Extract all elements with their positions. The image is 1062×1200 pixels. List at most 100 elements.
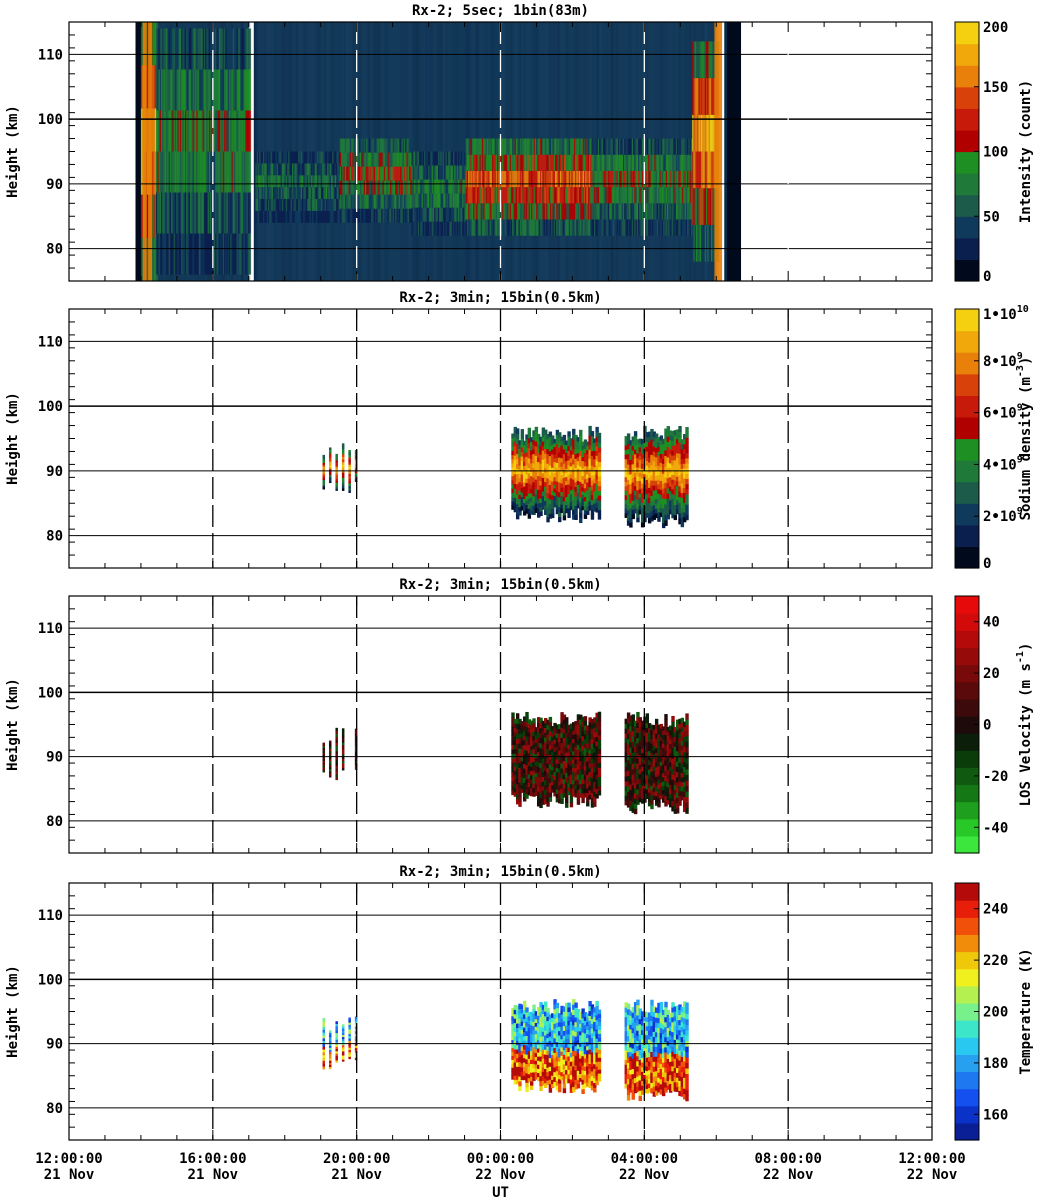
colorbar-swatch bbox=[955, 237, 979, 261]
colorbar-label: Temperature (K) bbox=[1018, 948, 1034, 1074]
colorbar-swatch bbox=[955, 43, 979, 66]
colorbar-tick-label: 0 bbox=[983, 269, 991, 285]
intensity-field bbox=[135, 22, 742, 281]
colorbar-swatch bbox=[955, 1054, 979, 1073]
y-axis-label: Height (km) bbox=[5, 105, 21, 198]
y-tick-label: 90 bbox=[46, 1037, 63, 1053]
panel-1: 80 90 100 110 Height (km) Rx-2; 5sec; 1bin(83… bbox=[5, 3, 1034, 285]
y-tick-label: 100 bbox=[38, 685, 63, 701]
colorbar-swatch bbox=[955, 630, 979, 648]
colorbar-swatch bbox=[955, 1105, 979, 1124]
colorbar-swatch bbox=[955, 767, 979, 786]
y-tick-label: 100 bbox=[38, 972, 63, 988]
measurement-columns bbox=[322, 711, 689, 815]
colorbar-tick-label: 150 bbox=[983, 80, 1008, 96]
colorbar-swatch bbox=[955, 613, 979, 631]
colorbar-swatch bbox=[955, 647, 979, 666]
colorbar-tick-label: 180 bbox=[983, 1056, 1008, 1072]
colorbar-swatch bbox=[955, 934, 979, 953]
y-axis-label: Height (km) bbox=[5, 965, 21, 1058]
colorbar-tick-label: 220 bbox=[983, 953, 1008, 969]
plot-area bbox=[322, 425, 689, 529]
plot-area bbox=[135, 22, 742, 281]
colorbar-swatch bbox=[955, 1002, 979, 1021]
colorbar-swatch bbox=[955, 900, 979, 918]
x-axis-label: UT bbox=[492, 1185, 509, 1200]
colorbar-swatch bbox=[955, 733, 979, 751]
plot-area bbox=[322, 999, 689, 1102]
colorbar-label: Sodium density (m-3) bbox=[1015, 357, 1034, 521]
colorbar-tick-label: 200 bbox=[983, 1005, 1008, 1021]
x-tick-date: 22 Nov bbox=[763, 1167, 814, 1183]
panel-3: 80 90 100 110 Height (km) Rx-2; 3min; 15bin(0… bbox=[5, 577, 1034, 854]
colorbar-swatch bbox=[955, 1088, 979, 1107]
colorbar-swatch bbox=[955, 373, 979, 396]
colorbar-tick-label: 100 bbox=[983, 145, 1008, 161]
colorbar-label: LOS Velocity (m s-1) bbox=[1015, 643, 1034, 807]
colorbar-swatch bbox=[955, 968, 979, 987]
y-axis-label: Height (km) bbox=[5, 392, 21, 485]
colorbar-tick-label: 160 bbox=[983, 1107, 1008, 1123]
colorbar-swatch bbox=[955, 194, 979, 217]
colorbar-swatch bbox=[955, 481, 979, 504]
y-tick-label: 80 bbox=[46, 242, 63, 258]
colorbar-tick-label: 1•1010 bbox=[983, 304, 1029, 323]
plot-area bbox=[322, 711, 689, 815]
colorbar-tick-label: 0 bbox=[983, 556, 991, 572]
colorbar-swatch bbox=[955, 801, 979, 820]
colorbar-swatch bbox=[955, 596, 979, 614]
colorbar-swatch bbox=[955, 129, 979, 153]
colorbar: -40 -20 0 20 40 LOS Velocity (m s-1) bbox=[954, 595, 1034, 854]
colorbar-tick-label: 20 bbox=[983, 666, 1000, 682]
colorbar-swatch bbox=[955, 1071, 979, 1090]
y-tick-label: 100 bbox=[38, 112, 63, 128]
colorbar: 0 2•109 4•109 6•109 8•109 1•1010 Sodium densit… bbox=[954, 304, 1034, 572]
colorbar-swatch bbox=[955, 86, 979, 109]
x-tick-date: 22 Nov bbox=[475, 1167, 526, 1183]
colorbar-swatch bbox=[955, 698, 979, 717]
colorbar-swatch bbox=[955, 173, 979, 196]
colorbar-swatch bbox=[955, 216, 979, 239]
colorbar-swatch bbox=[955, 546, 979, 569]
colorbar-tick-label: -20 bbox=[983, 769, 1008, 785]
colorbar-swatch bbox=[955, 681, 979, 700]
colorbar-tick-label: -40 bbox=[983, 820, 1008, 836]
colorbar-swatch bbox=[955, 309, 979, 332]
y-tick-label: 110 bbox=[38, 47, 63, 63]
colorbar-swatch bbox=[955, 715, 979, 734]
y-tick-label: 110 bbox=[38, 908, 63, 924]
y-tick-label: 90 bbox=[46, 177, 63, 193]
y-tick-label: 80 bbox=[46, 1101, 63, 1117]
y-tick-label: 80 bbox=[46, 814, 63, 830]
colorbar-tick-label: 240 bbox=[983, 902, 1008, 918]
y-tick-label: 110 bbox=[38, 334, 63, 350]
colorbar-swatch bbox=[955, 835, 979, 854]
x-tick-time: 16:00:00 bbox=[179, 1151, 246, 1167]
y-tick-label: 90 bbox=[46, 464, 63, 480]
x-tick-date: 22 Nov bbox=[619, 1167, 670, 1183]
colorbar-swatch bbox=[955, 503, 979, 526]
measurement-columns bbox=[322, 425, 689, 529]
colorbar-tick-label: 2•109 bbox=[983, 506, 1023, 525]
colorbar-swatch bbox=[955, 1037, 979, 1055]
colorbar-label: Intensity (count) bbox=[1018, 80, 1034, 223]
x-tick-time: 12:00:00 bbox=[898, 1151, 965, 1167]
colorbar-swatch bbox=[955, 1122, 979, 1141]
colorbar-tick-label: 0 bbox=[983, 718, 991, 734]
y-axis-label: Height (km) bbox=[5, 678, 21, 771]
colorbar-swatch bbox=[955, 460, 979, 483]
colorbar-swatch bbox=[955, 883, 979, 901]
colorbar-swatch bbox=[955, 416, 979, 440]
x-tick-time: 04:00:00 bbox=[611, 1151, 678, 1167]
colorbar: 0 50 100 150 200 Intensity (count) bbox=[954, 20, 1034, 285]
x-tick-date: 21 Nov bbox=[331, 1167, 382, 1183]
colorbar-tick-label: 50 bbox=[983, 209, 1000, 225]
colorbar-swatch bbox=[955, 22, 979, 45]
colorbar-swatch bbox=[955, 750, 979, 768]
colorbar-swatch bbox=[955, 395, 979, 418]
x-tick-time: 00:00:00 bbox=[467, 1151, 534, 1167]
colorbar-swatch bbox=[955, 352, 979, 375]
colorbar-tick-label: 8•109 bbox=[983, 351, 1023, 370]
colorbar-swatch bbox=[955, 1020, 979, 1038]
